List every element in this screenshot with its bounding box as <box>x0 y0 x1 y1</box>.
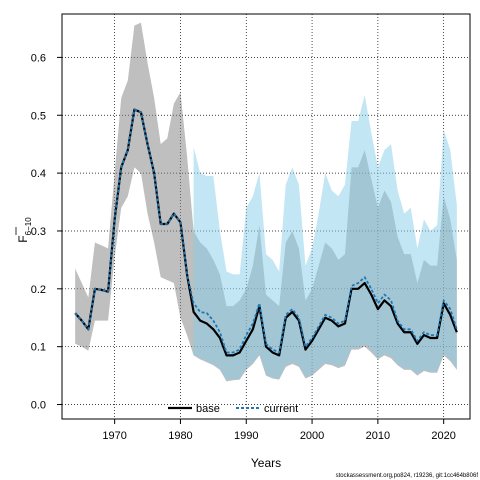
footer-text: stockassessment.org,po824, r19236, git:1… <box>336 473 479 479</box>
series-line-current <box>74 108 458 354</box>
legend: base current <box>168 403 298 415</box>
plot-frame <box>61 13 471 420</box>
y-tick-label-2: 0.2 <box>31 284 46 296</box>
legend-label-base: base <box>196 403 220 415</box>
y-axis-title-main: F <box>16 235 30 242</box>
y-axis: 0.0 0.1 0.2 0.3 0.4 0.5 0.6 <box>31 52 62 412</box>
x-tick-label-1: 1980 <box>168 430 192 442</box>
x-axis: 1970 1980 1990 2000 2010 2020 <box>102 419 456 442</box>
series-lines <box>74 108 458 357</box>
y-tick-label-0: 0.0 <box>31 400 46 412</box>
x-tick-label-2: 1990 <box>234 430 258 442</box>
legend-label-current: current <box>264 403 298 415</box>
x-axis-title: Years <box>251 456 281 470</box>
y-tick-label-6: 0.6 <box>31 52 46 64</box>
y-axis-title: F6−10 <box>15 217 33 243</box>
y-tick-label-4: 0.4 <box>31 168 46 180</box>
y-tick-label-5: 0.5 <box>31 110 46 122</box>
y-axis-title-sub: 6−10 <box>24 217 33 236</box>
x-tick-label-5: 2020 <box>431 430 455 442</box>
x-tick-label-4: 2010 <box>366 430 390 442</box>
x-tick-label-3: 2000 <box>300 430 324 442</box>
series-line-base <box>74 108 458 357</box>
y-tick-label-3: 0.3 <box>31 226 46 238</box>
y-tick-label-1: 0.1 <box>31 342 46 354</box>
svg-text:F6−10: F6−10 <box>16 217 33 243</box>
x-tick-label-0: 1970 <box>102 430 126 442</box>
